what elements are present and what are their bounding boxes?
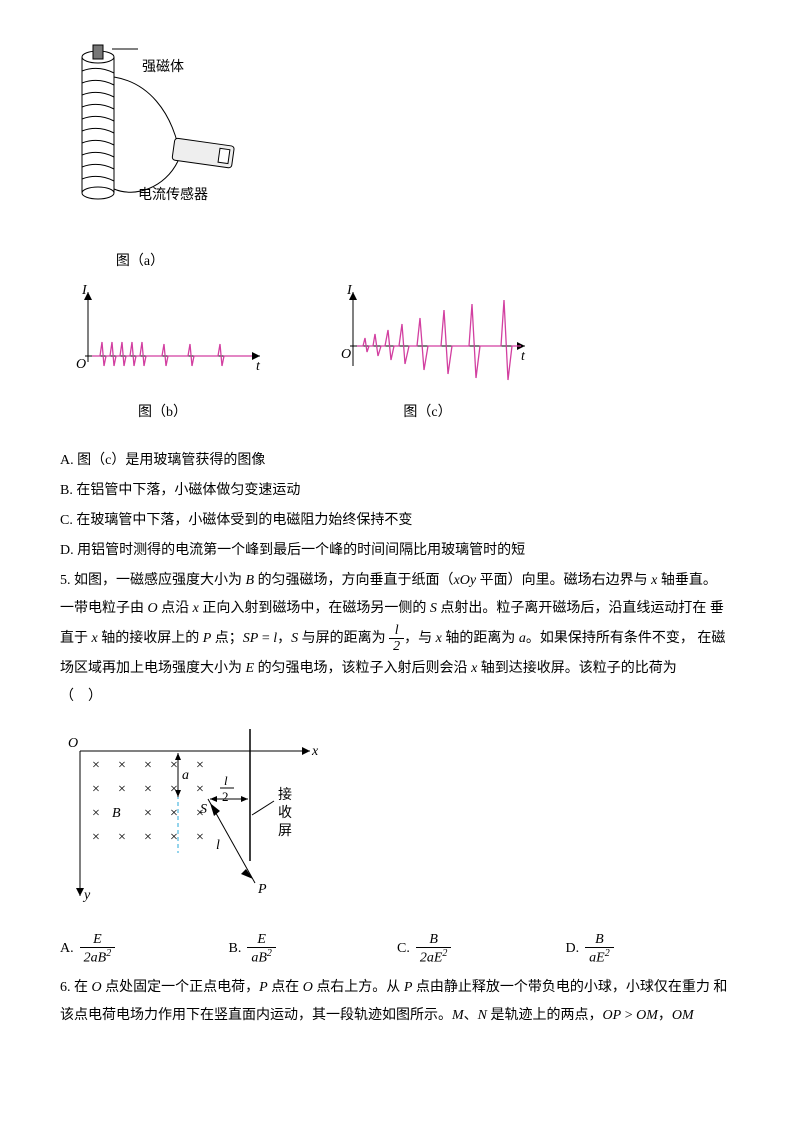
figure-bc-row: I t O 图（b） I t O 图（c） — [60, 284, 734, 427]
q5-figure: O x y ××××× ××××× ×××× ××××× B a S l 2 — [60, 721, 734, 922]
q5-answers: A. E2aB2 B. EaB2 C. B2aE2 D. BaE2 — [60, 932, 734, 966]
svg-text:P: P — [257, 882, 267, 897]
svg-text:×: × — [144, 830, 152, 845]
label-magnet: 强磁体 — [142, 54, 184, 82]
q4-option-a: A. 图（c）是用玻璃管获得的图像 — [60, 447, 734, 475]
svg-text:x: x — [311, 744, 319, 759]
svg-text:×: × — [170, 830, 178, 845]
svg-text:×: × — [170, 806, 178, 821]
q5-ans-a: A. E2aB2 — [60, 932, 229, 966]
q5-ans-c: C. B2aE2 — [397, 932, 566, 966]
svg-text:×: × — [144, 758, 152, 773]
svg-text:接: 接 — [278, 786, 292, 803]
svg-text:l: l — [224, 773, 228, 788]
svg-text:×: × — [196, 830, 204, 845]
svg-text:×: × — [92, 806, 100, 821]
svg-text:2: 2 — [222, 789, 229, 804]
svg-text:O: O — [341, 347, 351, 362]
svg-text:×: × — [144, 782, 152, 797]
svg-text:O: O — [68, 736, 78, 751]
svg-text:×: × — [92, 758, 100, 773]
figure-b-caption: 图（b） — [60, 399, 265, 427]
svg-text:S: S — [200, 802, 207, 817]
q4-option-b: B. 在铝管中下落，小磁体做匀变速运动 — [60, 477, 734, 505]
q6-stem: 6. 在 O 点处固定一个正点电荷，P 点在 O 点右上方。从 P 点由静止释放… — [60, 974, 734, 1030]
svg-text:×: × — [118, 782, 126, 797]
figure-c: I t O 图（c） — [325, 284, 530, 427]
figure-b: I t O 图（b） — [60, 284, 265, 427]
q4-option-d: D. 用铝管时测得的电流第一个峰到最后一个峰的时间间隔比用玻璃管时的短 — [60, 537, 734, 565]
q5-ans-b: B. EaB2 — [229, 932, 398, 966]
figure-c-caption: 图（c） — [325, 399, 530, 427]
svg-text:收: 收 — [278, 805, 292, 821]
svg-text:×: × — [170, 758, 178, 773]
figure-a: 强磁体 电流传感器 图（a） — [60, 43, 734, 276]
svg-text:×: × — [118, 830, 126, 845]
q5-stem: 5. 如图，一磁感应强度大小为 B 的匀强磁场，方向垂直于纸面（xOy 平面）向… — [60, 567, 734, 711]
q4-option-c: C. 在玻璃管中下落，小磁体受到的电磁阻力始终保持不变 — [60, 507, 734, 535]
svg-text:×: × — [92, 782, 100, 797]
svg-text:×: × — [144, 806, 152, 821]
svg-text:×: × — [196, 758, 204, 773]
axis-O: O — [76, 357, 86, 372]
svg-text:t: t — [521, 349, 526, 364]
svg-text:×: × — [92, 830, 100, 845]
svg-text:×: × — [118, 758, 126, 773]
figure-a-caption: 图（a） — [60, 248, 220, 276]
svg-text:a: a — [182, 768, 189, 783]
axis-t: t — [256, 359, 261, 374]
svg-text:l: l — [216, 838, 220, 853]
q5-ans-d: D. BaE2 — [566, 932, 735, 966]
svg-text:y: y — [82, 888, 91, 903]
svg-text:×: × — [196, 782, 204, 797]
svg-text:B: B — [112, 806, 121, 821]
label-sensor: 电流传感器 — [138, 182, 208, 210]
svg-text:屏: 屏 — [278, 824, 292, 839]
svg-text:×: × — [170, 782, 178, 797]
q5-number: 5. — [60, 573, 71, 588]
